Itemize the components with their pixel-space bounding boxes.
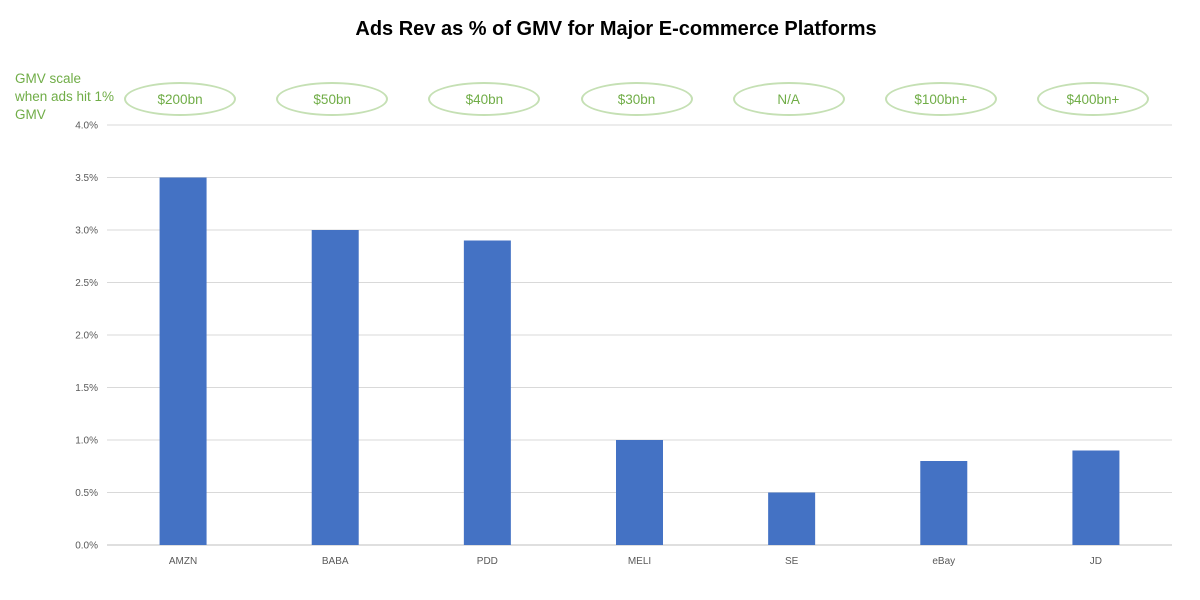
gmv-scale-annotation: N/A bbox=[732, 82, 845, 116]
gmv-scale-annotation: $400bn+ bbox=[1036, 82, 1149, 116]
bar-jd bbox=[1072, 450, 1120, 545]
bars bbox=[159, 177, 1120, 545]
bar-se bbox=[768, 492, 816, 545]
y-tick-label: 0.5% bbox=[75, 488, 98, 499]
bar-amzn bbox=[159, 177, 207, 545]
y-tick-label: 3.0% bbox=[75, 226, 98, 237]
gmv-scale-annotation: $200bn bbox=[124, 82, 237, 116]
x-tick-label: PDD bbox=[477, 556, 498, 567]
bar-meli bbox=[616, 440, 663, 545]
gmv-scale-annotation: $50bn bbox=[276, 82, 389, 116]
chart-title: Ads Rev as % of GMV for Major E-commerce… bbox=[355, 18, 877, 40]
x-tick-label: SE bbox=[785, 556, 799, 567]
y-tick-label: 1.5% bbox=[75, 383, 98, 394]
x-tick-label: eBay bbox=[932, 556, 955, 567]
bar-ebay bbox=[920, 461, 968, 545]
y-tick-label: 2.0% bbox=[75, 331, 98, 342]
gmv-scale-annotation: $100bn+ bbox=[884, 82, 997, 116]
bar-baba bbox=[311, 230, 359, 545]
gmv-scale-annotation: $40bn bbox=[428, 82, 541, 116]
bar-pdd bbox=[463, 240, 511, 545]
x-tick-label: AMZN bbox=[169, 556, 197, 567]
x-tick-label: BABA bbox=[322, 556, 349, 567]
gridlines bbox=[107, 124, 1172, 546]
x-tick-label: MELI bbox=[628, 556, 651, 567]
gmv-scale-label: GMV scale when ads hit 1% GMV bbox=[15, 71, 115, 122]
y-tick-label: 4.0% bbox=[75, 121, 98, 132]
y-tick-label: 0.0% bbox=[75, 541, 98, 552]
y-tick-label: 2.5% bbox=[75, 278, 98, 289]
y-tick-label: 1.0% bbox=[75, 436, 98, 447]
x-tick-label: JD bbox=[1090, 556, 1102, 567]
x-axis-ticks: AMZN BABA PDD MELI SE eBay JD bbox=[169, 556, 1102, 567]
y-axis-ticks: 0.0% 0.5% 1.0% 1.5% 2.0% 2.5% 3.0% 3.5% 4.0% bbox=[75, 121, 98, 552]
gmv-scale-annotation: $30bn bbox=[580, 82, 693, 116]
y-tick-label: 3.5% bbox=[75, 173, 98, 184]
